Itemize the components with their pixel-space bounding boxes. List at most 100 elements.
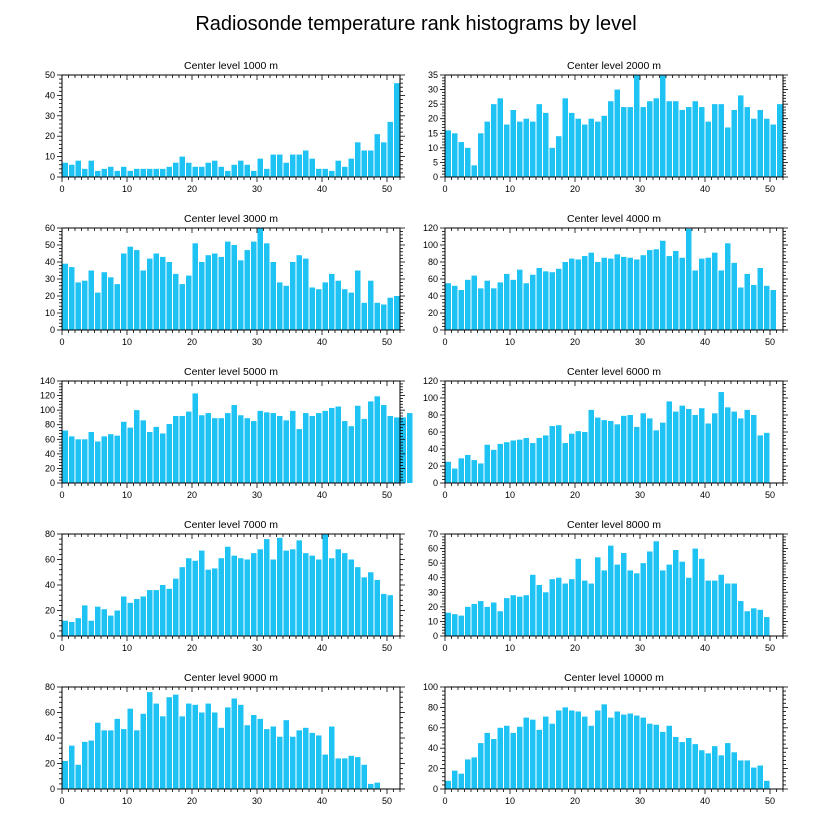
bar <box>731 752 737 789</box>
bar <box>62 430 68 483</box>
chart-panel: Center level 2000 m 0 10 20 30 40 50 0 5 10 15 20 25… <box>428 60 788 194</box>
x-tick-label: 40 <box>700 337 710 347</box>
bar <box>478 601 484 636</box>
chart-panel: Center level 6000 m 0 10 20 30 40 50 0 20 40 60 80 1… <box>423 366 788 500</box>
bar <box>666 564 672 636</box>
bar <box>348 292 354 330</box>
bar <box>290 154 296 177</box>
bar <box>134 599 140 636</box>
x-tick-label: 40 <box>317 490 327 500</box>
bar <box>562 583 568 636</box>
bar <box>653 249 659 330</box>
bar <box>127 246 133 330</box>
bar <box>251 170 257 177</box>
y-tick-label: 80 <box>45 420 55 430</box>
y-tick-label: 40 <box>45 449 55 459</box>
bar <box>640 107 646 177</box>
bar <box>296 429 302 483</box>
bar <box>764 432 770 483</box>
y-tick-label: 20 <box>428 602 438 612</box>
bar <box>744 611 750 636</box>
bar <box>166 588 172 636</box>
x-tick-label: 10 <box>122 490 132 500</box>
bar <box>121 253 127 330</box>
y-tick-label: 0 <box>433 325 438 335</box>
bar <box>484 606 490 636</box>
y-tick-label: 20 <box>45 291 55 301</box>
bar <box>101 609 107 636</box>
bar <box>348 158 354 177</box>
bar <box>361 150 367 177</box>
bar <box>251 421 257 483</box>
x-tick-label: 0 <box>442 643 447 653</box>
bar <box>147 432 153 483</box>
x-tick-label: 50 <box>382 643 392 653</box>
bar <box>361 418 367 483</box>
bar <box>166 166 172 177</box>
bar <box>290 549 296 636</box>
bar <box>770 290 776 330</box>
bar <box>127 427 133 483</box>
bar <box>361 302 367 330</box>
bar <box>322 754 328 789</box>
chart-panel: Center level 3000 m 0 10 20 30 40 50 0 10 20 30 40 5… <box>45 213 405 347</box>
bar <box>549 147 555 177</box>
bar <box>595 710 601 789</box>
bar <box>445 780 451 789</box>
y-tick-label: 60 <box>45 434 55 444</box>
bar <box>452 770 458 789</box>
y-tick-label: 100 <box>423 240 438 250</box>
panel-title: Center level 3000 m <box>184 213 278 225</box>
x-tick-label: 20 <box>570 643 580 653</box>
bar <box>575 118 581 177</box>
bar <box>257 158 263 177</box>
bar <box>595 557 601 636</box>
bar <box>699 258 705 330</box>
y-tick-label: 40 <box>45 580 55 590</box>
bar <box>595 121 601 177</box>
bar <box>666 725 672 789</box>
bar <box>62 263 68 330</box>
bar <box>673 101 679 177</box>
bar <box>205 569 211 636</box>
bar <box>199 262 205 330</box>
bar <box>588 409 594 483</box>
bar <box>510 595 516 636</box>
bar <box>75 282 81 330</box>
bar <box>147 258 153 330</box>
bar <box>764 285 770 330</box>
bar <box>225 546 231 636</box>
bar <box>452 133 458 177</box>
bar <box>744 107 750 177</box>
y-tick-label: 60 <box>428 274 438 284</box>
bar <box>186 558 192 636</box>
chart-panel: Center level 4000 m 0 10 20 30 40 50 0 20 40 60 80 1… <box>423 213 788 347</box>
bar <box>562 98 568 177</box>
y-tick-label: 20 <box>45 606 55 616</box>
bar <box>179 156 185 177</box>
panel-title: Center level 9000 m <box>184 672 278 684</box>
bar <box>244 250 250 330</box>
bar <box>179 415 185 483</box>
x-tick-label: 10 <box>122 337 132 347</box>
bar <box>718 392 724 483</box>
bar <box>627 713 633 789</box>
bar <box>309 158 315 177</box>
bar <box>556 268 562 330</box>
x-tick-label: 40 <box>700 796 710 806</box>
y-tick-label: 120 <box>40 391 55 401</box>
bar <box>394 296 400 330</box>
bar <box>705 121 711 177</box>
y-tick-label: 80 <box>428 257 438 267</box>
y-tick-label: 0 <box>50 325 55 335</box>
bar <box>640 563 646 636</box>
bar <box>744 273 750 330</box>
bar <box>173 694 179 789</box>
bar <box>173 273 179 330</box>
bar <box>270 262 276 330</box>
bar <box>627 257 633 330</box>
bar <box>212 568 218 636</box>
bar <box>121 421 127 483</box>
y-tick-label: 80 <box>45 682 55 692</box>
bar <box>510 109 516 177</box>
